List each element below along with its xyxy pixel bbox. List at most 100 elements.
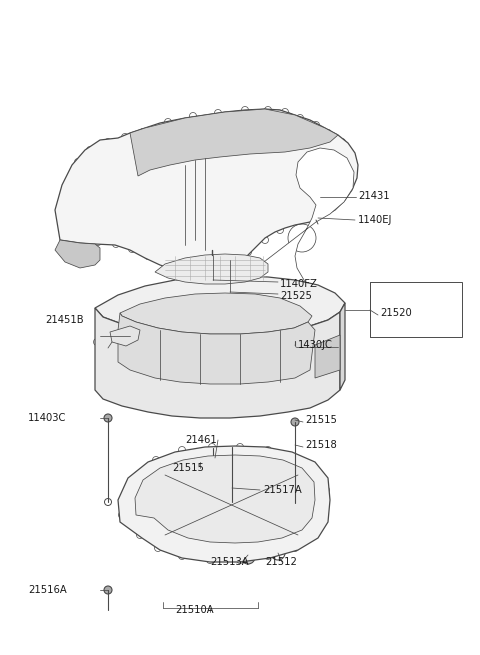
Polygon shape <box>95 276 345 336</box>
Circle shape <box>291 500 299 506</box>
Circle shape <box>161 259 168 267</box>
Circle shape <box>268 375 276 381</box>
Circle shape <box>105 352 111 358</box>
Circle shape <box>144 252 152 259</box>
Circle shape <box>208 345 228 365</box>
Circle shape <box>165 119 171 126</box>
Circle shape <box>140 128 146 136</box>
Circle shape <box>264 447 272 453</box>
Circle shape <box>216 451 224 459</box>
Circle shape <box>237 443 243 451</box>
Circle shape <box>262 236 268 244</box>
Text: 21520: 21520 <box>380 308 412 318</box>
Polygon shape <box>340 303 345 390</box>
Circle shape <box>117 142 193 218</box>
Circle shape <box>119 512 125 519</box>
Circle shape <box>129 246 135 252</box>
Circle shape <box>155 544 161 552</box>
Circle shape <box>288 224 316 252</box>
Circle shape <box>127 362 133 369</box>
Circle shape <box>316 146 324 154</box>
Circle shape <box>179 553 185 559</box>
Circle shape <box>121 134 129 141</box>
Polygon shape <box>120 293 312 334</box>
Circle shape <box>207 250 217 260</box>
Text: 21517A: 21517A <box>263 485 302 495</box>
Circle shape <box>291 418 299 426</box>
Circle shape <box>345 179 351 187</box>
Circle shape <box>216 280 224 286</box>
Text: 21461: 21461 <box>185 435 217 445</box>
Circle shape <box>276 227 284 233</box>
Circle shape <box>312 531 319 538</box>
Circle shape <box>335 191 341 198</box>
Circle shape <box>322 303 328 310</box>
Text: 21516A: 21516A <box>28 585 67 595</box>
Polygon shape <box>55 240 100 268</box>
Text: 1140FZ: 1140FZ <box>280 279 318 289</box>
Circle shape <box>179 375 185 381</box>
Circle shape <box>324 130 332 136</box>
Circle shape <box>187 282 193 288</box>
Circle shape <box>309 466 315 474</box>
Text: 21451B: 21451B <box>45 315 84 325</box>
Circle shape <box>127 152 183 208</box>
Circle shape <box>348 164 356 172</box>
Text: 1430JC: 1430JC <box>298 340 333 350</box>
Text: 21515: 21515 <box>305 415 337 425</box>
Text: 21510A: 21510A <box>176 605 214 615</box>
Text: 21513A: 21513A <box>210 557 249 567</box>
Circle shape <box>312 121 320 128</box>
Circle shape <box>311 212 319 220</box>
Circle shape <box>322 512 328 519</box>
Text: 21431: 21431 <box>358 191 390 201</box>
Circle shape <box>104 414 112 422</box>
Text: 1140EJ: 1140EJ <box>358 215 392 225</box>
Circle shape <box>88 206 96 214</box>
Circle shape <box>244 248 252 255</box>
Circle shape <box>208 455 218 465</box>
Text: 21515: 21515 <box>172 463 204 473</box>
Circle shape <box>86 147 94 153</box>
Polygon shape <box>135 455 315 543</box>
Circle shape <box>136 531 144 538</box>
Circle shape <box>215 109 221 117</box>
Polygon shape <box>220 148 354 333</box>
Polygon shape <box>130 109 338 176</box>
Circle shape <box>105 138 111 145</box>
Polygon shape <box>118 313 315 384</box>
Circle shape <box>127 297 133 303</box>
Circle shape <box>291 544 299 552</box>
Circle shape <box>309 212 315 219</box>
Circle shape <box>241 107 249 113</box>
Circle shape <box>228 498 236 506</box>
Circle shape <box>96 219 104 225</box>
Circle shape <box>197 453 203 459</box>
Circle shape <box>292 178 300 186</box>
Circle shape <box>208 443 216 451</box>
Circle shape <box>322 204 328 210</box>
Circle shape <box>291 164 299 172</box>
Circle shape <box>212 265 218 272</box>
Circle shape <box>288 453 296 460</box>
Circle shape <box>152 369 158 377</box>
Text: 21512: 21512 <box>265 557 297 567</box>
Circle shape <box>153 457 159 464</box>
Circle shape <box>303 190 311 198</box>
Circle shape <box>218 491 246 519</box>
Circle shape <box>338 138 346 145</box>
Circle shape <box>301 151 309 159</box>
Circle shape <box>264 553 272 559</box>
Circle shape <box>240 110 310 180</box>
Circle shape <box>104 586 112 594</box>
Circle shape <box>297 115 303 121</box>
Circle shape <box>134 472 142 479</box>
Circle shape <box>210 483 254 527</box>
Circle shape <box>105 498 111 506</box>
Text: 21525: 21525 <box>280 291 312 301</box>
Circle shape <box>190 113 196 119</box>
Circle shape <box>297 371 303 377</box>
Circle shape <box>239 377 245 383</box>
Circle shape <box>112 240 120 248</box>
Polygon shape <box>95 308 340 418</box>
